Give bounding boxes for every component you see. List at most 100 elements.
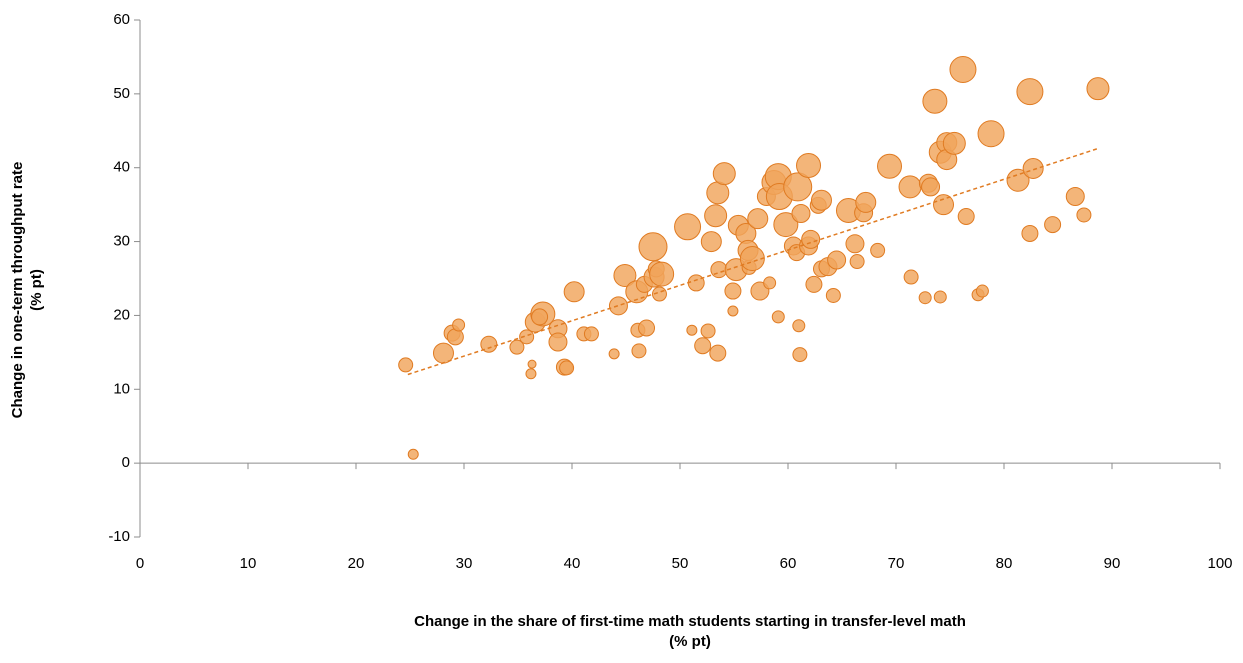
y-tick-label: 10 bbox=[113, 380, 130, 397]
bubble bbox=[1076, 207, 1092, 223]
bubble bbox=[1065, 187, 1085, 207]
y-tick-label: -10 bbox=[108, 528, 130, 545]
bubble bbox=[704, 204, 728, 228]
bubble bbox=[805, 275, 823, 293]
bubble bbox=[825, 287, 841, 303]
bubble bbox=[898, 175, 922, 199]
bubble bbox=[638, 319, 656, 337]
y-tick-label: 40 bbox=[113, 159, 130, 176]
bubble bbox=[1086, 77, 1110, 101]
bubble bbox=[608, 296, 628, 316]
bubble bbox=[801, 229, 821, 249]
bubble bbox=[527, 359, 537, 369]
bubble bbox=[519, 329, 535, 345]
bubble bbox=[638, 232, 668, 262]
bubble bbox=[792, 319, 806, 333]
bubble bbox=[903, 269, 919, 285]
y-tick-label: 0 bbox=[122, 454, 130, 471]
bubble bbox=[918, 291, 932, 305]
bubble bbox=[921, 177, 941, 197]
bubble bbox=[563, 281, 585, 303]
y-title: Change in one-term throughput rate (% pt… bbox=[9, 162, 45, 419]
bubble bbox=[739, 246, 765, 272]
y-tick-label: 50 bbox=[113, 85, 130, 102]
bubble bbox=[849, 254, 865, 270]
x-tick-label: 10 bbox=[240, 555, 257, 572]
bubble bbox=[773, 212, 799, 238]
bubble bbox=[810, 189, 832, 211]
bubble bbox=[855, 191, 877, 213]
bubble bbox=[727, 305, 739, 317]
bubble bbox=[922, 88, 948, 114]
bubble bbox=[649, 261, 675, 287]
x-tick-label: 0 bbox=[136, 555, 144, 572]
bubble bbox=[398, 357, 414, 373]
bubble bbox=[942, 131, 966, 155]
x-tick-label: 90 bbox=[1104, 555, 1121, 572]
x-tick-label: 30 bbox=[456, 555, 473, 572]
x-tick-label: 50 bbox=[672, 555, 689, 572]
bubble bbox=[694, 337, 712, 355]
bubble bbox=[1022, 157, 1044, 179]
x-tick-label: 70 bbox=[888, 555, 905, 572]
bubble bbox=[710, 261, 728, 279]
y-title-line: Change in one-term throughput rate bbox=[9, 162, 26, 419]
bubble bbox=[446, 328, 464, 346]
bubble bbox=[791, 204, 811, 224]
bubble bbox=[771, 310, 785, 324]
bubble bbox=[407, 448, 419, 460]
bubble bbox=[933, 290, 947, 304]
bubble bbox=[1016, 78, 1044, 106]
bubble bbox=[933, 194, 955, 216]
bubble bbox=[949, 55, 977, 83]
x-title-line: (% pt) bbox=[669, 633, 711, 650]
bubble bbox=[613, 264, 637, 288]
bubble bbox=[870, 242, 886, 258]
bubble bbox=[845, 234, 865, 254]
bubble bbox=[977, 120, 1005, 148]
bubble bbox=[548, 332, 568, 352]
bubble bbox=[747, 208, 769, 230]
bubble bbox=[631, 343, 647, 359]
x-tick-label: 20 bbox=[348, 555, 365, 572]
bubble bbox=[687, 274, 705, 292]
x-tick-label: 40 bbox=[564, 555, 581, 572]
bubble bbox=[724, 282, 742, 300]
bubble bbox=[709, 344, 727, 362]
bubble bbox=[674, 213, 702, 241]
bubble bbox=[583, 326, 599, 342]
bubble bbox=[792, 347, 808, 363]
bubble bbox=[712, 162, 736, 186]
bubble bbox=[827, 250, 847, 270]
bubble bbox=[452, 318, 466, 332]
bubble bbox=[877, 153, 903, 179]
bubble bbox=[1044, 216, 1062, 234]
bubble bbox=[509, 339, 525, 355]
bubble bbox=[796, 152, 822, 178]
bubble bbox=[559, 360, 575, 376]
bubble bbox=[783, 172, 813, 202]
bubble bbox=[686, 324, 698, 336]
bubble bbox=[763, 276, 777, 290]
bubble bbox=[1021, 224, 1039, 242]
bubble bbox=[975, 284, 989, 298]
y-title-line: (% pt) bbox=[28, 269, 45, 311]
bubble bbox=[957, 207, 975, 225]
bubble bbox=[608, 348, 620, 360]
bubble bbox=[531, 308, 549, 326]
x-tick-label: 60 bbox=[780, 555, 797, 572]
x-tick-label: 100 bbox=[1207, 555, 1232, 572]
trendline bbox=[407, 147, 1099, 376]
y-tick-label: 60 bbox=[113, 11, 130, 28]
y-tick-label: 20 bbox=[113, 306, 130, 323]
bubble bbox=[525, 368, 537, 380]
bubble bbox=[700, 231, 722, 253]
bubble bbox=[1006, 168, 1030, 192]
bubble bbox=[700, 323, 716, 339]
bubble bbox=[480, 335, 498, 353]
bubble bbox=[706, 181, 730, 205]
x-title-line: Change in the share of first-time math s… bbox=[414, 613, 966, 630]
x-tick-label: 80 bbox=[996, 555, 1013, 572]
y-tick-label: 30 bbox=[113, 233, 130, 250]
